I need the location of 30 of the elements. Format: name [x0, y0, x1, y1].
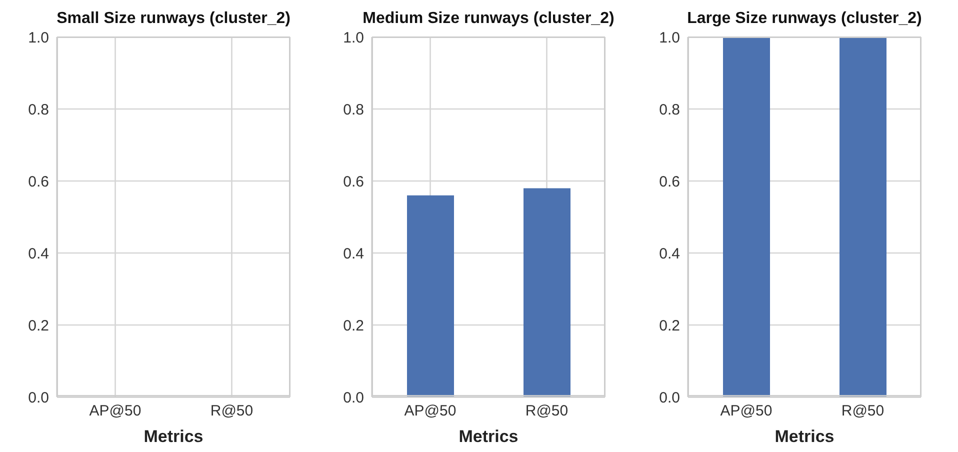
x-axis-title: Metrics: [774, 427, 834, 446]
y-tick-label: 0.6: [28, 173, 49, 190]
y-tick-label: 0.6: [343, 173, 364, 190]
y-tick-label: 0.8: [28, 101, 49, 118]
y-tick-label: 0.4: [343, 245, 364, 262]
x-axis-title: Metrics: [458, 427, 518, 446]
x-tick-label: AP@50: [720, 402, 772, 420]
y-tick-label: 0.0: [28, 389, 49, 406]
x-tick-label: R@50: [841, 402, 884, 420]
y-tick-label: 0.6: [659, 173, 680, 190]
y-tick-label: 0.2: [659, 317, 680, 334]
y-tick-label: 0.0: [343, 389, 364, 406]
y-tick-label: 1.0: [659, 29, 680, 46]
x-tick-label: R@50: [210, 402, 254, 420]
x-tick-label: R@50: [525, 402, 568, 420]
y-tick-label: 0.2: [28, 317, 49, 334]
x-tick-label: AP@50: [404, 402, 456, 420]
y-tick-label: 1.0: [28, 29, 49, 46]
y-tick-label: 0.0: [659, 389, 680, 406]
y-tick-label: 0.8: [659, 101, 680, 118]
y-tick-label: 1.0: [343, 29, 364, 46]
x-tick-label: AP@50: [89, 402, 142, 420]
y-tick-label: 0.8: [343, 101, 364, 118]
chart-title: Small Size runways (cluster_2): [56, 10, 292, 28]
y-tick-label: 0.4: [28, 245, 49, 262]
chart-title: Medium Size runways (cluster_2): [362, 10, 616, 28]
y-tick-label: 0.2: [343, 317, 364, 334]
y-tick-label: 0.4: [659, 245, 680, 262]
x-axis-title: Metrics: [144, 427, 204, 446]
chart-title: Large Size runways (cluster_2): [686, 10, 923, 28]
